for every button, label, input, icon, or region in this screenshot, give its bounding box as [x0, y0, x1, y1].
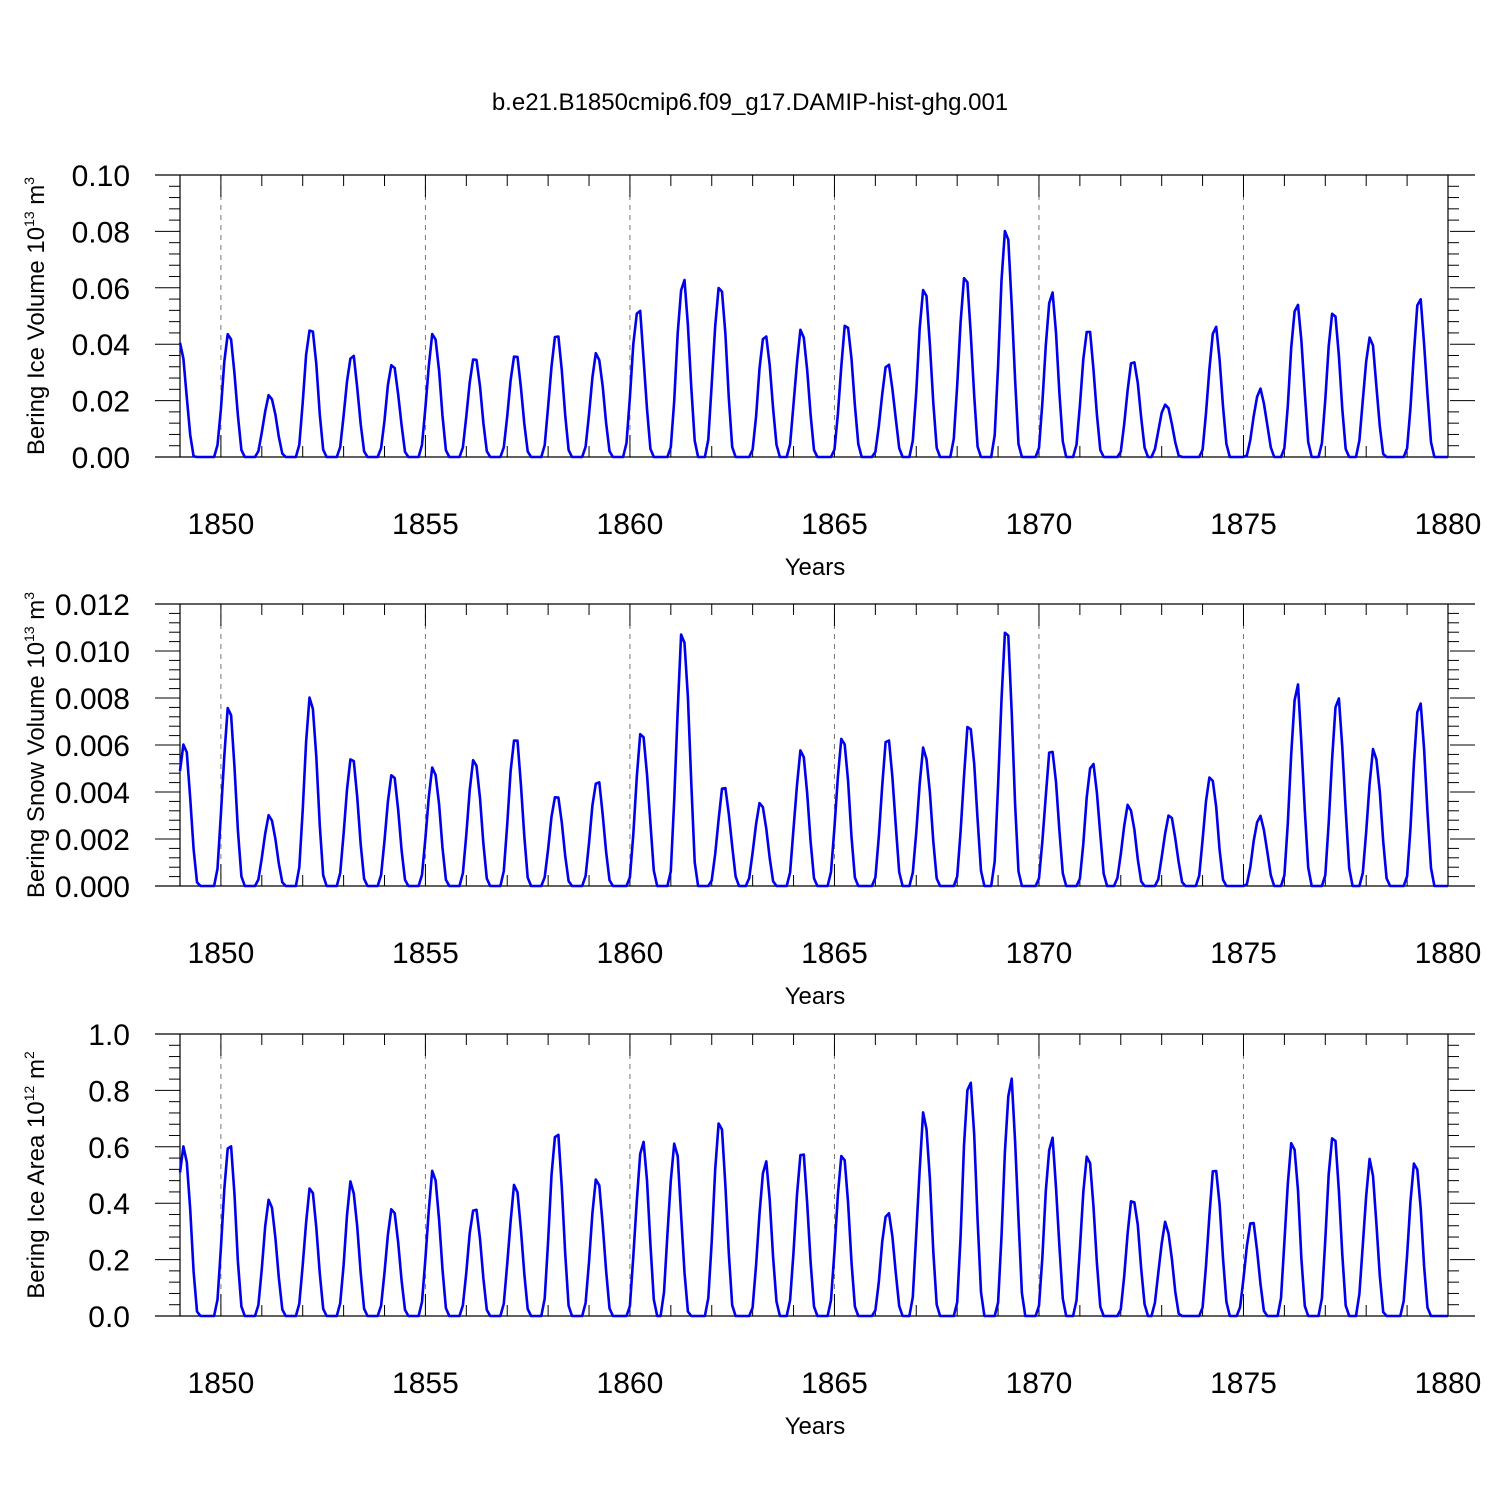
y-tick-label: 0.008 — [55, 683, 130, 716]
x-tick-label: 1860 — [597, 508, 664, 541]
x-tick-label: 1875 — [1210, 508, 1277, 541]
panel-1: 1850 1855 1860 1865 1870 1875 1880 0.00 0.02 0.04… — [21, 160, 1481, 581]
x-tick-label: 1855 — [392, 508, 459, 541]
x-tick-label: 1850 — [188, 1367, 255, 1400]
x-tick-label: 1870 — [1006, 937, 1073, 970]
x-tick-label: 1850 — [188, 508, 255, 541]
y-tick-label: 0.8 — [88, 1075, 130, 1108]
y-tick-label: 0.04 — [72, 329, 130, 362]
series-line — [178, 1077, 1448, 1318]
y-tick-label: 0.010 — [55, 636, 130, 669]
y-axis-label: Bering Snow Volume 1013 m3 — [21, 592, 50, 898]
y-tick-label: 0.0 — [88, 1301, 130, 1334]
x-tick-label: 1870 — [1006, 1367, 1073, 1400]
y-tick-label: 0.2 — [88, 1245, 130, 1278]
y-tick-label: 0.08 — [72, 216, 130, 249]
y-tick-label: 0.004 — [55, 777, 130, 810]
y-tick-label: 1.0 — [88, 1019, 130, 1052]
x-tick-label: 1850 — [188, 937, 255, 970]
y-tick-label: 0.00 — [72, 442, 130, 475]
panel-3: 1850 1855 1860 1865 1870 1875 1880 0.0 0.2 0.4 0.6… — [21, 1019, 1481, 1440]
x-tick-label: 1875 — [1210, 1367, 1277, 1400]
y-tick-label: 0.10 — [72, 160, 130, 193]
y-axis-label: Bering Ice Area 1012 m2 — [21, 1051, 50, 1299]
x-axis-label: Years — [785, 1413, 846, 1440]
panel-2: 1850 1855 1860 1865 1870 1875 1880 0.000 0.002 0.… — [21, 589, 1481, 1010]
x-tick-label: 1875 — [1210, 937, 1277, 970]
y-tick-label: 0.06 — [72, 273, 130, 306]
series-line — [178, 229, 1448, 459]
y-tick-label: 0.006 — [55, 730, 130, 763]
x-tick-label: 1880 — [1415, 937, 1482, 970]
y-tick-label: 0.002 — [55, 824, 130, 857]
y-tick-label: 0.000 — [55, 871, 130, 904]
x-tick-label: 1880 — [1415, 1367, 1482, 1400]
x-tick-label: 1860 — [597, 1367, 664, 1400]
x-tick-label: 1860 — [597, 937, 664, 970]
x-axis-label: Years — [785, 983, 846, 1010]
x-tick-label: 1855 — [392, 937, 459, 970]
y-tick-label: 0.012 — [55, 589, 130, 622]
x-tick-label: 1880 — [1415, 508, 1482, 541]
y-tick-label: 0.4 — [88, 1188, 130, 1221]
series-line — [178, 631, 1448, 888]
x-tick-label: 1870 — [1006, 508, 1073, 541]
x-axis-label: Years — [785, 554, 846, 581]
y-tick-label: 0.6 — [88, 1132, 130, 1165]
y-axis-label: Bering Ice Volume 1013 m3 — [21, 177, 50, 455]
chart-title: b.e21.B1850cmip6.f09_g17.DAMIP-hist-ghg.… — [492, 89, 1008, 116]
y-tick-label: 0.02 — [72, 386, 130, 419]
x-tick-label: 1855 — [392, 1367, 459, 1400]
x-tick-label: 1865 — [801, 508, 868, 541]
x-tick-label: 1865 — [801, 937, 868, 970]
x-tick-label: 1865 — [801, 1367, 868, 1400]
